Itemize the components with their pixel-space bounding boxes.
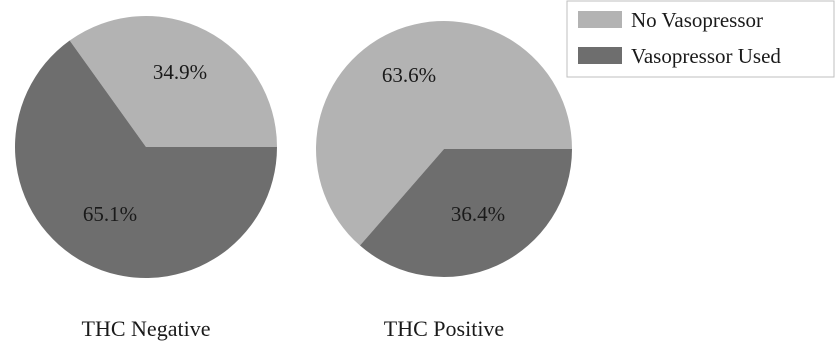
legend: No Vasopressor Vasopressor Used — [566, 0, 835, 78]
legend-label-no-vasopressor: No Vasopressor — [631, 8, 763, 32]
pie-slice-1-0 — [316, 20, 572, 246]
legend-swatch-no-vasopressor — [578, 11, 622, 28]
chart-title-thc-positive: THC Positive — [384, 316, 504, 341]
chart-title-thc-negative: THC Negative — [82, 316, 211, 341]
pie-slice-label-1-1: 36.4% — [451, 202, 505, 226]
legend-swatch-vasopressor-used — [578, 47, 622, 64]
pie-slice-label-1-0: 63.6% — [382, 63, 436, 87]
legend-label-vasopressor-used: Vasopressor Used — [631, 44, 781, 68]
pie-slice-label-0-0: 34.9% — [153, 60, 207, 84]
pie-slice-0-1 — [15, 40, 278, 278]
pie-slice-1-1 — [359, 149, 572, 277]
pie-charts: 34.9% 65.1% 63.6% 36.4% — [15, 15, 572, 278]
pie-slice-0-0 — [69, 15, 278, 148]
pie-slice-label-0-1: 65.1% — [83, 202, 137, 226]
